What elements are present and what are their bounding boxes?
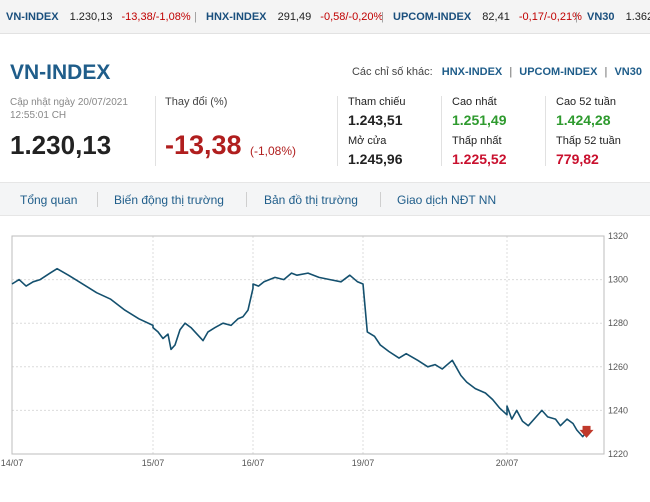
ticker-item-upcom[interactable]: UPCOM-INDEX 82,41 -0,17/-0,21% — [393, 11, 582, 23]
stat-open: Mở cửa 1.245,96 — [348, 135, 403, 167]
change-value: -13,38 — [165, 130, 242, 160]
update-date: Cập nhật ngày 20/07/2021 — [10, 97, 128, 108]
update-time: Cập nhật ngày 20/07/2021 12:55:01 CH — [10, 96, 128, 122]
y-tick-label: 1320 — [608, 231, 628, 241]
stat-label: Tham chiếu — [348, 96, 406, 108]
other-indices: Các chỉ số khác: HNX-INDEX | UPCOM-INDEX… — [352, 66, 642, 78]
stat-label: Thấp nhất — [452, 135, 502, 147]
stat-value: 1.225,52 — [452, 151, 507, 167]
x-tick-label: 14/07 — [1, 458, 24, 468]
x-tick-label: 16/07 — [242, 458, 265, 468]
y-tick-label: 1220 — [608, 449, 628, 459]
divider — [337, 96, 338, 166]
y-tick-label: 1280 — [608, 318, 628, 328]
divider — [155, 96, 156, 166]
ticker-value: 1.362, — [625, 11, 650, 23]
stat-value: 1.251,49 — [452, 112, 507, 128]
ticker-item-vnindex[interactable]: VN-INDEX 1.230,13 -13,38/-1,08% — [6, 11, 191, 23]
ticker-value: 82,41 — [482, 11, 510, 23]
divider — [441, 96, 442, 166]
ticker-change: -0,58/-0,20% — [320, 11, 384, 23]
ticker-change: -13,38/-1,08% — [121, 11, 191, 23]
link-divider: | — [604, 66, 608, 78]
divider — [545, 96, 546, 166]
tab-divider — [97, 192, 98, 207]
change-percent: (-1,08%) — [250, 144, 297, 158]
tab-foreign-trading[interactable]: Giao dịch NĐT NN — [397, 193, 497, 207]
tab-overview[interactable]: Tổng quan — [20, 193, 78, 207]
update-clock: 12:55:01 CH — [10, 110, 67, 121]
index-chart: 1220 1240 1260 1280 1300 1320 14/07 15/07 16/07 1… — [1, 231, 628, 468]
stat-reference: Tham chiếu 1.243,51 — [348, 96, 405, 128]
x-tick-label: 20/07 — [496, 458, 519, 468]
stat-low-52w: Thấp 52 tuần 779,82 — [556, 135, 621, 167]
stat-high: Cao nhất 1.251,49 — [452, 96, 507, 128]
stat-label: Cao 52 tuần — [556, 96, 616, 108]
stat-label: Mở cửa — [348, 135, 387, 147]
ticker-divider: | — [194, 11, 197, 23]
ticker-item-vn30[interactable]: VN30 1.362, — [587, 11, 650, 23]
series-line — [11, 267, 588, 438]
last-point-down-arrow-icon — [579, 425, 594, 438]
page-title: VN-INDEX — [10, 61, 111, 84]
other-indices-label: Các chỉ số khác: — [351, 66, 433, 78]
tab-divider — [246, 192, 247, 207]
tab-market-movement[interactable]: Biến động thị trường — [114, 193, 224, 207]
chart-frame — [11, 235, 605, 455]
ticker-item-hnx[interactable]: HNX-INDEX 291,49 -0,58/-0,20% — [206, 11, 383, 23]
stat-label: Thấp 52 tuần — [556, 135, 621, 147]
ticker-value: 1.230,13 — [69, 11, 113, 23]
x-tick-label: 19/07 — [352, 458, 375, 468]
ticker-divider: | — [381, 11, 384, 23]
tab-market-map[interactable]: Bản đồ thị trường — [264, 193, 358, 207]
stat-value: 1.424,28 — [556, 112, 611, 128]
ticker-bar: VN-INDEX 1.230,13 -13,38/-1,08% | HNX-IN… — [0, 0, 650, 34]
link-upcom-index[interactable]: UPCOM-INDEX — [519, 66, 598, 78]
y-tick-label: 1260 — [608, 362, 628, 372]
y-tick-label: 1300 — [608, 275, 628, 285]
change-label: Thay đổi (%) — [165, 96, 228, 108]
x-tick-label: 15/07 — [142, 458, 165, 468]
ticker-name: HNX-INDEX — [206, 11, 267, 23]
stat-value: 779,82 — [556, 151, 599, 167]
link-hnx-index[interactable]: HNX-INDEX — [441, 66, 503, 78]
y-tick-label: 1240 — [608, 405, 628, 415]
tab-bar: Tổng quan Biến động thị trường Bản đồ th… — [0, 182, 650, 216]
ticker-name: VN30 — [587, 11, 615, 23]
ticker-change: -0,17/-0,21% — [518, 11, 582, 23]
link-divider: | — [509, 66, 513, 78]
stat-value: 1.245,96 — [348, 151, 403, 167]
stat-high-52w: Cao 52 tuần 1.424,28 — [556, 96, 616, 128]
ticker-divider: | — [575, 11, 578, 23]
link-vn30[interactable]: VN30 — [614, 66, 642, 78]
tab-divider — [380, 192, 381, 207]
stat-label: Cao nhất — [452, 96, 497, 108]
stat-low: Thấp nhất 1.225,52 — [452, 135, 507, 167]
ticker-name: UPCOM-INDEX — [393, 11, 472, 23]
stat-value: 1.243,51 — [348, 112, 403, 128]
ticker-value: 291,49 — [277, 11, 312, 23]
index-price: 1.230,13 — [10, 130, 112, 160]
ticker-name: VN-INDEX — [6, 11, 59, 23]
